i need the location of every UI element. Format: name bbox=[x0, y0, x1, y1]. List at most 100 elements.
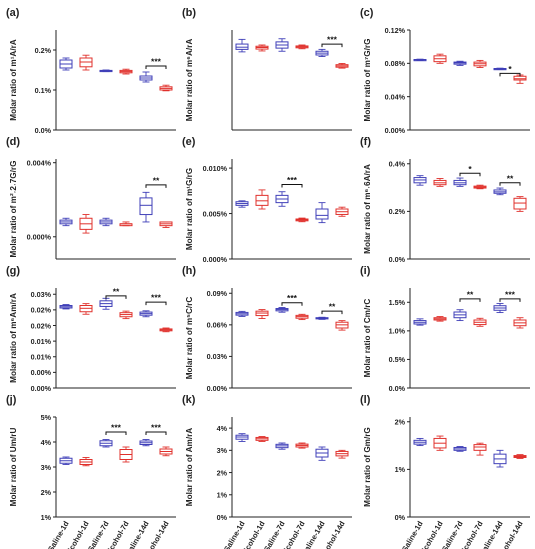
box-alcohol-14d bbox=[335, 320, 349, 331]
x-category-label: Saline-1d bbox=[400, 519, 425, 549]
significance-label: *** bbox=[327, 35, 338, 45]
box-alcohol-7d bbox=[473, 59, 487, 68]
y-axis-label: Molar ratio of Cm/rC bbox=[363, 299, 372, 378]
panel-j: (j) Molar ratio of Um/rU 1% 2% 3% 4% 5% *** *** S… bbox=[6, 394, 176, 549]
panel-c: (c) Molar ratio of m⁷G/rG 0.00% 0.04% 0.08% 0… bbox=[360, 7, 530, 135]
significance-bracket: * bbox=[499, 64, 521, 77]
y-axis-label: Molar ratio of m²˒2˒7G/rG bbox=[9, 161, 18, 258]
y-tick-label: 0.09% bbox=[207, 289, 228, 298]
bracket-line bbox=[499, 298, 521, 302]
bracket-line bbox=[321, 310, 343, 315]
y-tick-label: 0.4% bbox=[389, 160, 406, 169]
y-tick-label: 0.00% bbox=[31, 368, 52, 377]
y-axis-label: Molar ratio of m⁶A/rA bbox=[185, 39, 194, 122]
box-saline-14d bbox=[315, 202, 329, 224]
panel-g: (g) Molar ratio of m⁶Am/rA 0.00% 0.00% 0.01%… bbox=[6, 265, 176, 393]
significance-bracket: *** bbox=[145, 57, 167, 69]
y-tick-label: 0.00% bbox=[31, 384, 52, 393]
y-tick-label: 0.0% bbox=[389, 255, 406, 264]
box-alcohol-7d bbox=[119, 221, 133, 227]
box-alcohol-1d bbox=[79, 303, 93, 315]
y-tick-label: 2% bbox=[41, 488, 52, 497]
bracket-line bbox=[281, 183, 303, 188]
box-saline-1d bbox=[235, 38, 249, 53]
box-saline-14d bbox=[139, 310, 153, 318]
y-tick-label: 0.01% bbox=[31, 353, 52, 362]
box-alcohol-14d bbox=[335, 62, 349, 69]
bracket-line bbox=[459, 172, 481, 177]
x-category-label: Saline-1d bbox=[46, 519, 71, 549]
panel-label: (j) bbox=[6, 394, 17, 406]
y-tick-label: 0.00% bbox=[207, 384, 228, 393]
bracket-line bbox=[105, 295, 127, 299]
y-tick-label: 0.2% bbox=[389, 207, 406, 216]
y-axis-label: Molar ratio of Gm/rG bbox=[363, 427, 372, 507]
box-saline-1d bbox=[413, 318, 427, 326]
bracket-line bbox=[499, 182, 521, 186]
bracket-line bbox=[321, 43, 343, 48]
panel-k: (k) Molar ratio of Am/rA 0% 1% 2% 3% 4% Saline-… bbox=[182, 394, 352, 549]
box-alcohol-7d bbox=[473, 184, 487, 190]
y-tick-label: 1.0% bbox=[389, 327, 406, 336]
y-tick-label: 0.010% bbox=[203, 164, 228, 173]
significance-bracket: ** bbox=[459, 289, 481, 302]
box-saline-14d bbox=[493, 67, 507, 71]
significance-label: *** bbox=[287, 293, 298, 303]
significance-label: *** bbox=[111, 423, 122, 433]
y-tick-label: 0.03% bbox=[207, 352, 228, 361]
box-alcohol-1d bbox=[255, 436, 269, 442]
box-saline-14d bbox=[493, 187, 507, 196]
significance-label: * bbox=[508, 64, 512, 74]
box-saline-7d bbox=[453, 309, 467, 322]
significance-bracket: ** bbox=[145, 175, 167, 188]
box-saline-1d bbox=[59, 456, 73, 465]
box-saline-7d bbox=[99, 69, 113, 73]
box-saline-7d bbox=[275, 442, 289, 450]
box-saline-14d bbox=[139, 71, 153, 83]
box-alcohol-7d bbox=[295, 442, 309, 449]
significance-bracket: *** bbox=[145, 423, 167, 435]
significance-bracket: *** bbox=[145, 293, 167, 306]
significance-bracket: * bbox=[459, 164, 481, 177]
box-saline-7d bbox=[99, 217, 113, 227]
significance-bracket: ** bbox=[105, 286, 127, 299]
significance-bracket: *** bbox=[105, 423, 127, 435]
box-saline-7d bbox=[453, 177, 467, 187]
y-tick-label: 0.12% bbox=[385, 26, 406, 35]
box-iqr bbox=[513, 75, 527, 81]
y-axis-label: Molar ratio of Am/rA bbox=[185, 428, 194, 506]
y-tick-label: 0.02% bbox=[31, 306, 52, 315]
y-tick-label: 0.03% bbox=[31, 290, 52, 299]
y-tick-label: 3% bbox=[217, 446, 228, 455]
y-axis-label: Molar ratio of m¹A/rA bbox=[9, 39, 18, 121]
box-alcohol-1d bbox=[255, 44, 269, 52]
box-alcohol-1d bbox=[433, 316, 447, 322]
box-alcohol-14d bbox=[513, 196, 527, 212]
y-axis-label: Molar ratio of m⁵C/rC bbox=[185, 297, 194, 380]
significance-label: *** bbox=[505, 289, 516, 299]
y-tick-label: 0% bbox=[217, 513, 228, 522]
y-tick-label: 0.0% bbox=[389, 384, 406, 393]
box-alcohol-1d bbox=[79, 54, 93, 71]
box-alcohol-7d bbox=[119, 68, 133, 75]
y-tick-label: 0.000% bbox=[203, 255, 228, 264]
y-tick-label: 3% bbox=[41, 463, 52, 472]
panel-label: (e) bbox=[182, 136, 196, 148]
panel-label: (d) bbox=[6, 136, 20, 148]
significance-label: ** bbox=[113, 286, 120, 296]
box-alcohol-14d bbox=[159, 221, 173, 228]
significance-label: *** bbox=[151, 423, 162, 433]
box-saline-14d bbox=[315, 316, 329, 320]
box-alcohol-7d bbox=[119, 310, 133, 320]
box-alcohol-7d bbox=[473, 317, 487, 327]
bracket-line bbox=[499, 72, 521, 77]
box-saline-14d bbox=[139, 191, 153, 223]
y-tick-label: 0.00% bbox=[385, 126, 406, 135]
box-saline-14d bbox=[493, 302, 507, 314]
panel-l: (l)Molar ratio of Gm/rG0%1%2%Saline-1dAl… bbox=[360, 394, 530, 549]
y-axis-label: Molar ratio of m⁷G/rG bbox=[363, 39, 372, 122]
panel-f: (f)Molar ratio of m⁶˒6A/rA0.0%0.2%0.4% **… bbox=[360, 136, 530, 264]
box-saline-7d bbox=[453, 446, 467, 452]
box-alcohol-1d bbox=[433, 53, 447, 64]
box-saline-14d bbox=[493, 449, 507, 468]
